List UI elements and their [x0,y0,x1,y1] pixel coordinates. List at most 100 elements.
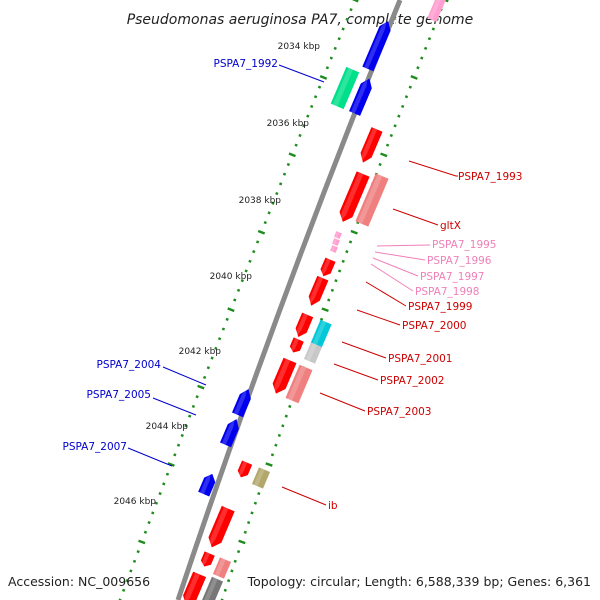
tick-dot [416,66,420,70]
tick-dot [263,220,267,225]
gene-label[interactable]: PSPA7_2001 [388,353,453,365]
tick-dot [226,579,231,583]
tick-dot [136,550,140,554]
minus-strand-feature [232,388,251,418]
tick-dot [180,433,184,438]
tick-dot [420,56,424,60]
gene-label[interactable]: PSPA7_1997 [420,271,485,283]
gene-label[interactable]: gltX [440,220,461,232]
tick-label-2036: 2036 kbp [267,119,310,129]
tick-dot [214,346,218,350]
tick-mark-major [380,152,388,158]
tick-dot [255,240,260,244]
gene-label[interactable]: PSPA7_2000 [402,320,467,332]
tick-dot [210,356,214,360]
olive-feature [251,467,271,489]
tick-dot [341,259,345,263]
feature-shine [357,174,383,225]
tick-dot [125,579,129,583]
gene-label[interactable]: PSPA7_1999 [408,301,473,313]
feature-shape [289,337,304,353]
tick-dot [202,375,207,380]
tick-dot [267,211,271,215]
leader-line [127,447,173,467]
accession-text: Accession: NC_009656 [8,574,150,589]
tick-dot [337,37,341,41]
tick-dot [310,104,314,109]
gene-label[interactable]: PSPA7_2003 [367,406,432,418]
tick-dot [401,104,405,109]
tick-dot [306,114,310,118]
small-pink-feature [332,238,340,246]
tick-dot [257,491,261,496]
feature-shape [285,364,313,404]
feature-shine [305,343,317,362]
label-leader-lines [127,64,458,506]
gene-label-group: PSPA7_1992 PSPA7_2004 PSPA7_2005 PSPA7_2… [63,58,523,512]
tick-dot [165,472,170,476]
tick-dot [329,56,333,60]
feature-shape [334,231,342,239]
plus-strand-feature [308,275,329,306]
leader-line [333,363,379,381]
tick-dot [298,133,302,138]
leader-line [376,244,431,247]
tick-dot [274,443,278,447]
plus-strand-feature [320,257,336,277]
minus-strand-feature [220,418,239,448]
feature-shape [362,21,391,72]
gene-label[interactable]: PSPA7_2007 [63,441,128,453]
tick-dot [393,124,397,128]
tick-dot [325,66,330,70]
feature-shape [272,357,297,394]
gene-label[interactable]: ib [328,500,338,512]
gene-label[interactable]: PSPA7_2004 [97,359,162,371]
minus-strand-feature [362,20,391,72]
teal-feature [330,66,360,110]
gene-label[interactable]: PSPA7_2002 [380,375,445,387]
feature-shape [330,245,338,253]
gene-label[interactable]: PSPA7_1998 [415,286,480,298]
tick-dot [158,491,162,496]
feature-shine [233,388,247,415]
feature-shape [220,419,239,448]
tick-dot [240,279,244,283]
minus-strand-feature [349,77,372,116]
feature-shine [296,313,308,337]
gene-label[interactable]: PSPA7_1993 [458,171,523,183]
gene-label[interactable]: PSPA7_1995 [432,239,497,251]
tick-dot [327,298,331,302]
tick-dot [286,162,291,167]
tick-dot [389,133,393,138]
feature-shine [332,67,354,107]
leader-line [408,160,458,177]
feature-shine [428,0,443,21]
tick-mark-major [238,539,246,545]
gene-label[interactable]: PSPA7_2005 [87,389,152,401]
plus-strand-feature [339,171,370,222]
tick-dot [341,27,345,31]
tick-dot [385,143,390,147]
feature-shape [332,238,340,246]
leader-line [281,486,327,506]
gene-label[interactable]: PSPA7_1996 [427,255,492,267]
tick-dot [151,511,155,515]
tick-dot [129,569,133,573]
tick-mark-major [351,0,359,3]
feature-shine [334,231,340,238]
tick-dot [317,85,322,89]
leader-line [356,309,401,326]
feature-shape [310,319,332,349]
gene-label[interactable]: PSPA7_1992 [214,58,279,70]
tick-mark-major [167,462,175,467]
feature-shape [237,460,253,478]
tick-dot [147,520,151,525]
tick-label-2040: 2040 kbp [210,272,253,282]
plus-strand-feature [237,460,253,478]
feature-shape [183,571,207,600]
feature-shape [212,557,232,579]
tick-dot [333,46,337,50]
leader-line [370,263,414,292]
tick-label-2038: 2038 kbp [239,196,282,206]
